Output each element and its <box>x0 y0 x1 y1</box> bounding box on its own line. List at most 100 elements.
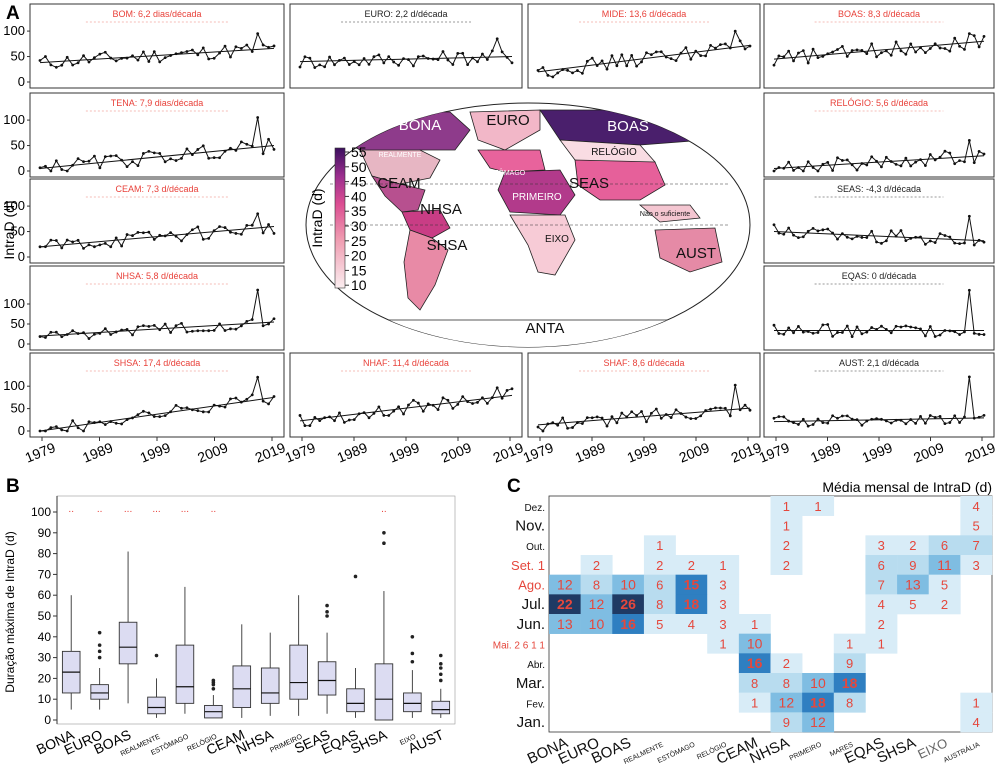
heatmap-cell <box>897 555 930 575</box>
timeseries-point <box>889 229 893 233</box>
timeseries-point <box>245 319 249 323</box>
heatmap-cell <box>802 692 835 713</box>
timeseries-point <box>919 414 922 418</box>
timeseries-point <box>441 50 445 53</box>
timeseries-point <box>416 401 420 405</box>
region-label: AUST <box>676 245 716 262</box>
region-label: PRIMEIRO <box>512 192 562 203</box>
box <box>346 688 365 713</box>
timeseries-panel: NHAF: 11,4 d/década <box>289 352 523 438</box>
timeseries-title: RELÓGIO: 5,6 d/década <box>830 98 928 108</box>
timeseries-point <box>777 231 781 235</box>
timeseries-point <box>836 331 839 334</box>
timeseries-point <box>342 421 346 424</box>
heatmap-cell <box>549 614 581 634</box>
timeseries-point <box>456 51 460 55</box>
timeseries-point <box>982 333 986 336</box>
timeseries-point <box>109 333 113 336</box>
region-label: CEAM <box>377 175 420 192</box>
timeseries-point <box>207 57 211 61</box>
timeseries-point <box>500 50 504 54</box>
timeseries-point <box>328 55 331 59</box>
heatmap-row-label: Abr. <box>527 660 545 671</box>
timeseries-point <box>239 232 243 236</box>
heatmap-cell-value: 18 <box>810 695 826 711</box>
timeseries-point <box>816 56 820 60</box>
timeseries-point <box>801 417 805 421</box>
timeseries-point <box>880 165 883 169</box>
timeseries-point <box>826 227 830 231</box>
timeseries-point <box>635 64 639 68</box>
heatmap-cell-value: 2 <box>909 538 916 553</box>
boxplot-frame <box>56 495 456 725</box>
timeseries-point <box>421 409 425 413</box>
timeseries-point <box>229 146 232 150</box>
heatmap-cell-value: 6 <box>878 558 885 573</box>
timeseries-point <box>928 239 932 243</box>
timeseries-point <box>456 403 460 406</box>
heatmap-cell-value: 2 <box>783 558 790 573</box>
timeseries-panel: SHSA: 17,4 d/década 0 50 100 <box>3 352 285 438</box>
timeseries-point <box>787 160 791 164</box>
timeseries-title: MIDE: 13,6 d/década <box>602 9 687 19</box>
timeseries-point <box>180 239 183 243</box>
timeseries-point <box>367 416 371 420</box>
timeseries-point <box>136 58 140 62</box>
timeseries-panel: EURO: 2,2 d/década <box>289 3 523 89</box>
timeseries-point <box>801 330 805 334</box>
timeseries-title: NHAF: 11,4 d/década <box>363 358 449 368</box>
timeseries-point <box>806 424 810 428</box>
heatmap-cell-value: 12 <box>589 596 605 612</box>
x-tick-label: 1989 <box>808 439 843 466</box>
timeseries-panel: TENA: 7,9 dias/década 0 50 100 <box>3 92 285 178</box>
timeseries-title: NHSA: 5,8 d/década <box>116 271 198 281</box>
timeseries-point <box>792 233 795 237</box>
timeseries-point <box>461 395 465 399</box>
timeseries-point <box>426 402 430 406</box>
boxplot-y-tick-label: 0 <box>44 713 51 727</box>
timeseries-point <box>645 420 648 424</box>
heatmap-cell-value: 8 <box>656 597 663 612</box>
heatmap-cell <box>707 633 740 654</box>
timeseries-point <box>87 60 91 64</box>
colorbar-tick-label: 15 <box>351 262 367 278</box>
timeseries-point <box>250 223 254 227</box>
timeseries-point <box>958 44 961 48</box>
y-tick-label: 50 <box>11 316 25 331</box>
timeseries-point <box>909 164 913 168</box>
timeseries-point <box>923 421 927 425</box>
heatmap-cell <box>802 673 835 693</box>
timeseries-point <box>836 237 839 241</box>
timeseries-point <box>556 423 560 427</box>
timeseries-point <box>880 324 883 328</box>
region-label: ESTÔMAGO <box>485 168 526 177</box>
significance-mark: .. <box>68 504 74 515</box>
timeseries-point <box>904 156 908 160</box>
timeseries-point <box>914 160 918 164</box>
heatmap-cell-value: 13 <box>557 616 573 632</box>
timeseries-point <box>792 421 795 425</box>
region-label: SHSA <box>427 237 468 254</box>
timeseries-point <box>103 327 107 331</box>
significance-mark: ... <box>181 504 189 515</box>
y-tick-label: 100 <box>3 112 25 127</box>
timeseries-point <box>600 416 604 420</box>
timeseries-point <box>411 64 415 68</box>
region-label: Não o suficiente <box>640 211 690 218</box>
timeseries-point <box>894 40 898 44</box>
heatmap-cell <box>865 574 898 595</box>
boxplot-y-tick-label: 100 <box>31 505 51 519</box>
heatmap-col-label: AUSTRÁLIA <box>942 740 981 765</box>
region-label: SEAS <box>569 175 609 192</box>
timeseries-point <box>239 140 243 144</box>
timeseries-point <box>201 237 205 241</box>
heatmap-cell <box>707 594 740 615</box>
timeseries-point <box>845 235 849 239</box>
timeseries-point <box>114 59 118 63</box>
timeseries-point <box>816 331 820 334</box>
timeseries-point <box>180 156 183 160</box>
timeseries-point <box>972 34 976 38</box>
colorbar-tick-label: 35 <box>351 203 367 219</box>
colorbar-tick-label: 50 <box>351 159 367 175</box>
